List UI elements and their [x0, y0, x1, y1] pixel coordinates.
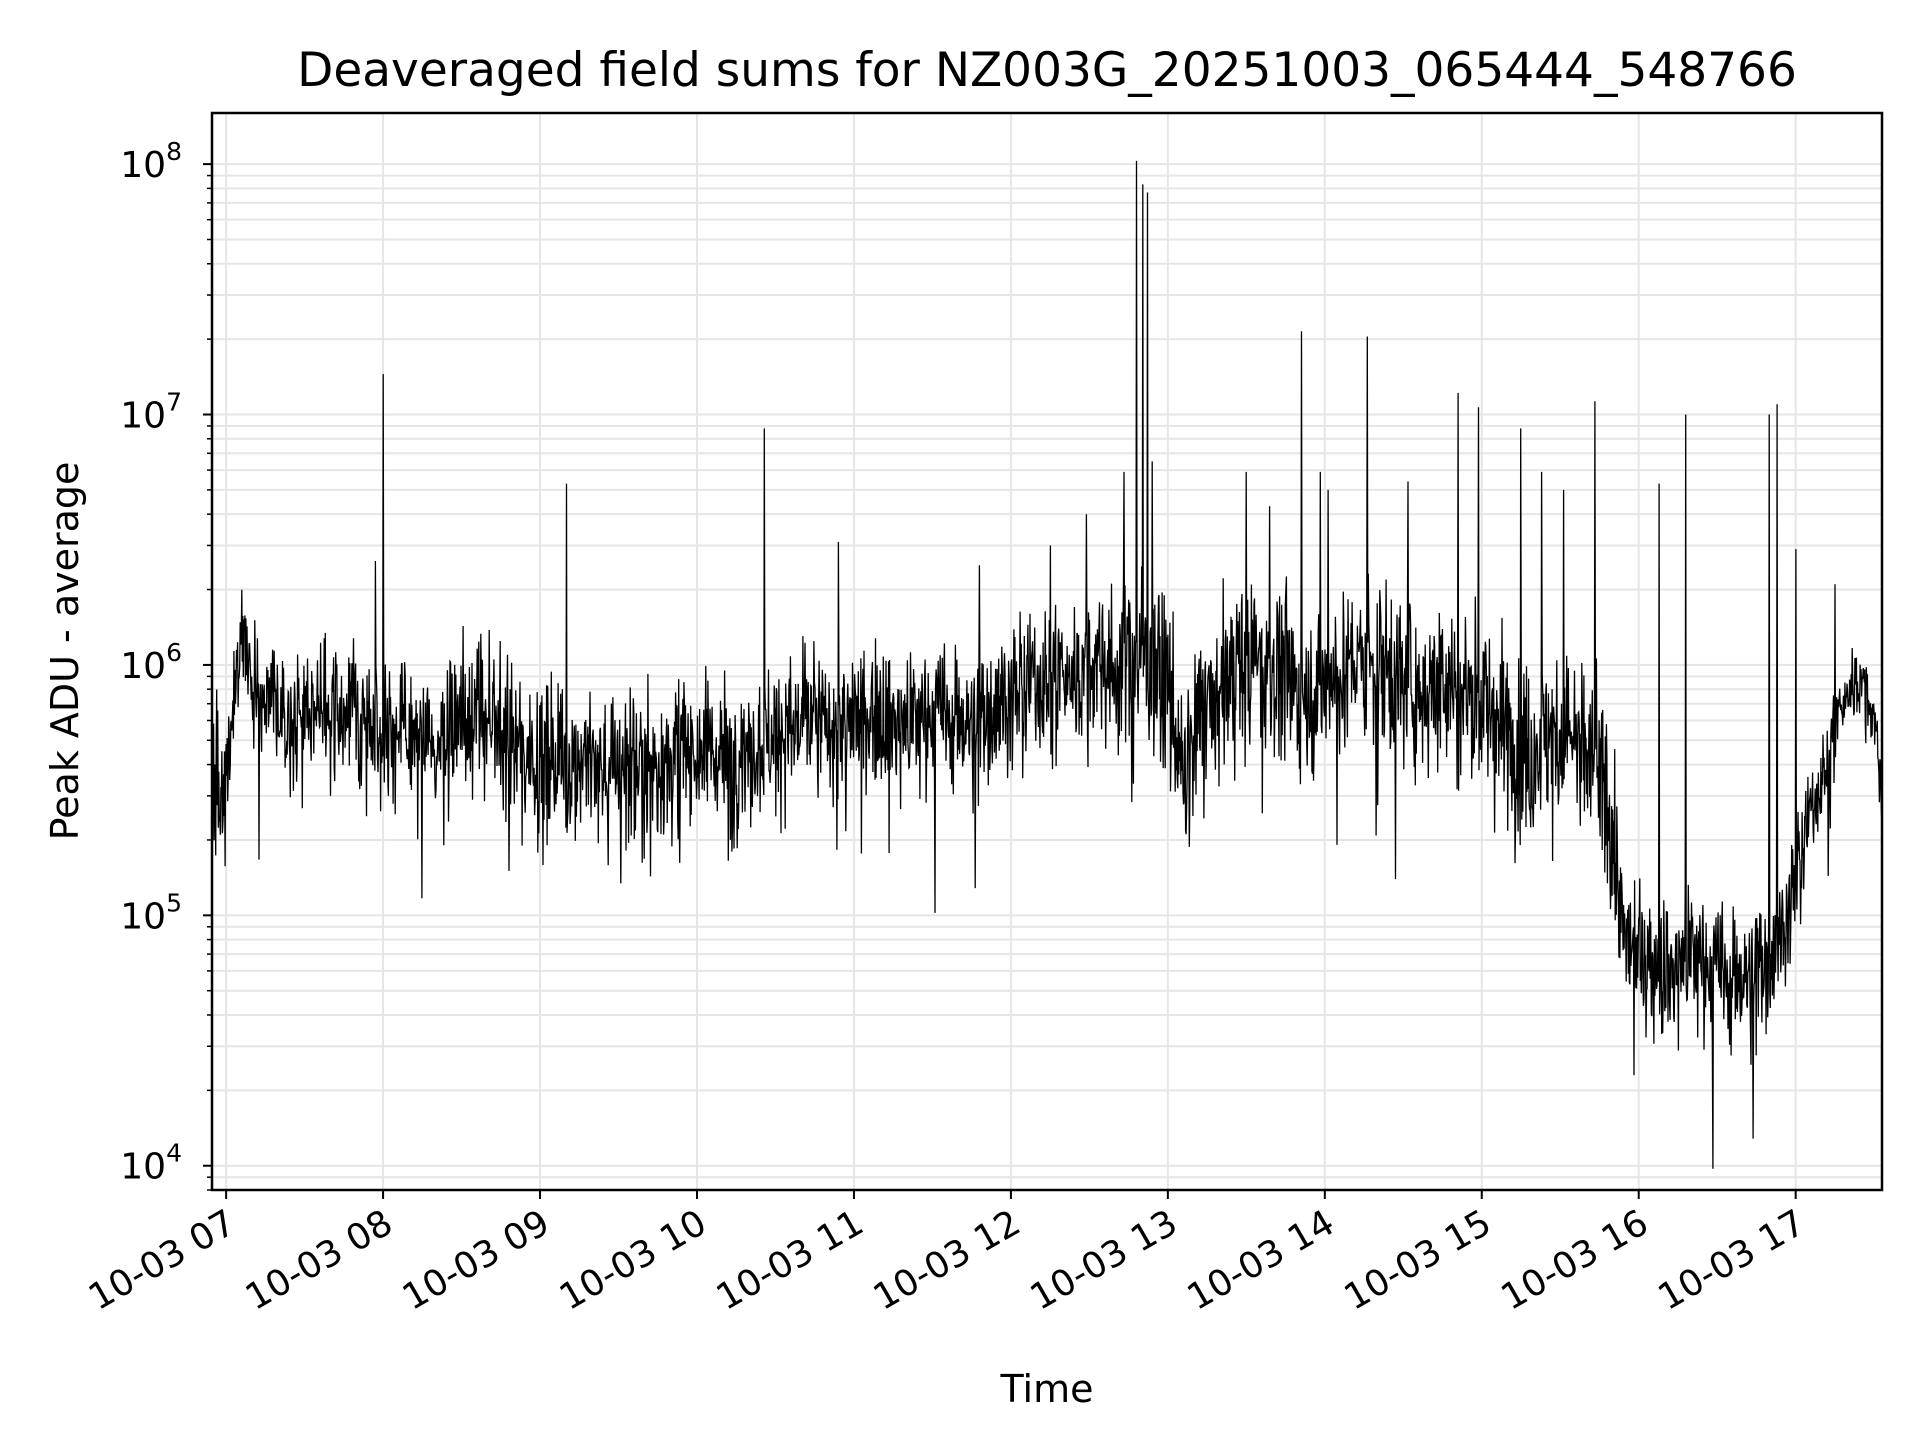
series-line-peak-adu — [212, 160, 1882, 1169]
grid — [212, 113, 1882, 1191]
y-tick-label: 104 — [120, 1139, 182, 1188]
y-tick-label: 107 — [120, 388, 182, 437]
y-tick-label: 108 — [120, 137, 182, 186]
y-tick-label: 105 — [120, 888, 182, 937]
x-axis-label: Time — [1000, 1367, 1094, 1411]
y-tick-label: 106 — [120, 638, 182, 687]
series-group — [212, 160, 1882, 1169]
plot-frame — [210, 111, 1884, 1192]
chart-title: Deaveraged field sums for NZ003G_2025100… — [297, 43, 1797, 98]
y-axis: 104 105 106 107 108 — [120, 137, 212, 1191]
y-axis-label: Peak ADU - average — [43, 462, 87, 841]
